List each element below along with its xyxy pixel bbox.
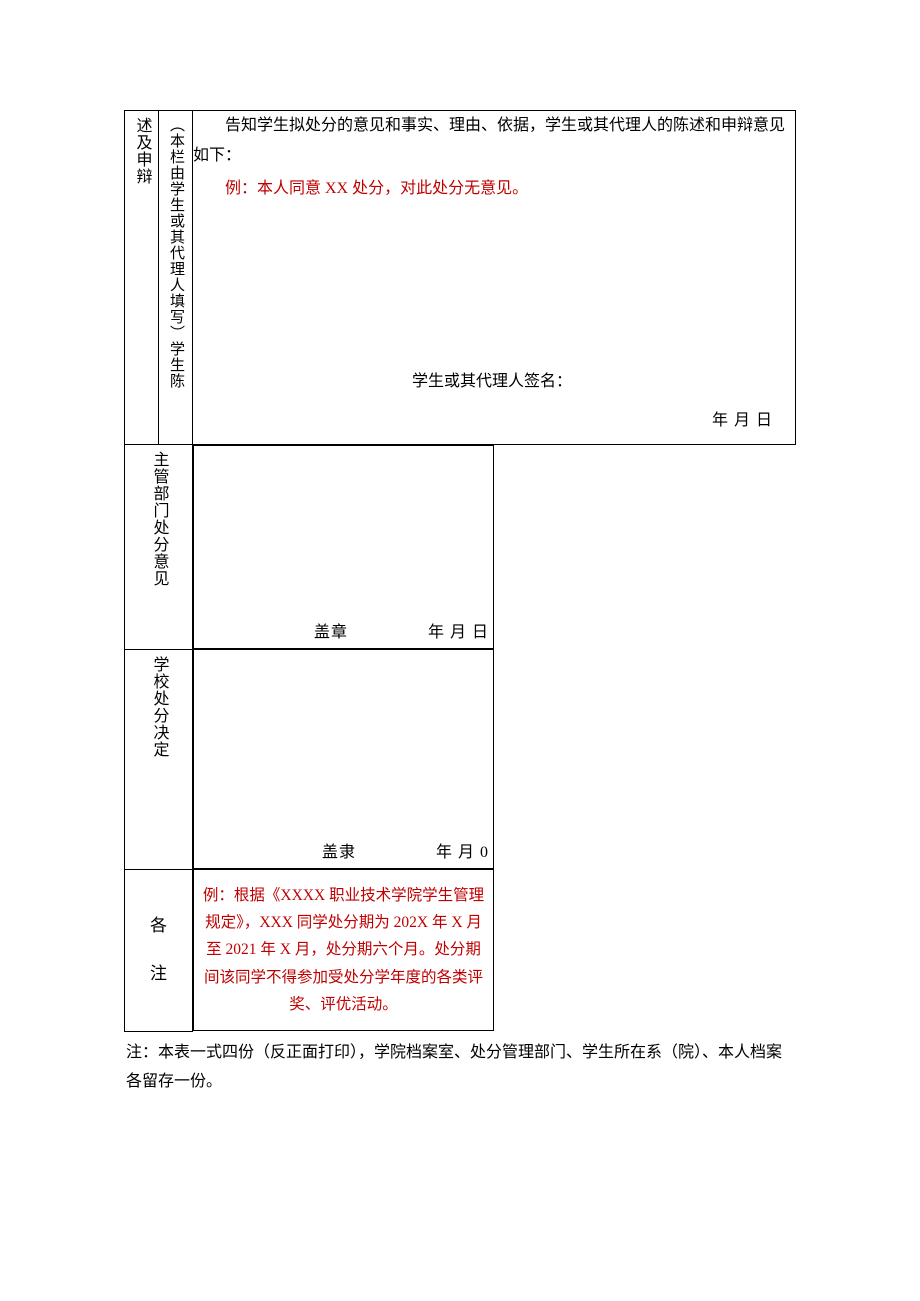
row4-label-char2: 注 bbox=[125, 950, 192, 998]
row2-stamp: 盖章 bbox=[314, 618, 348, 648]
row1-date: 年 月 日 bbox=[203, 406, 781, 436]
footnote-text: 注：本表一式四份（反正面打印），学院档案室、处分管理部门、学生所在系（院）、本人… bbox=[124, 1032, 796, 1097]
row3-vlabel-cell: 学校处分决定 bbox=[125, 649, 193, 869]
row4-example-text: 例：根据《XXXX 职业技术学院学生管理规定》，XXX 同学处分期为 202X … bbox=[194, 882, 493, 1018]
row1-vlabel-left-cell: 述及申辩 bbox=[125, 111, 159, 445]
row-dept-opinion: 主管部门处分意见 盖章 年 月 日 bbox=[125, 445, 796, 650]
row2-vlabel-cell: 主管部门处分意见 bbox=[125, 445, 193, 650]
form-table: 述及申辩 （本栏由学生或其代理人填写）学生陈 告知学生拟处分的意见和事实、理由、… bbox=[124, 110, 796, 1032]
row4-label-char1: 各 bbox=[125, 902, 192, 950]
row1-vlabel-right-cell: （本栏由学生或其代理人填写）学生陈 bbox=[159, 111, 193, 445]
row3-content: 盖隶 年 月 0 bbox=[193, 649, 494, 869]
row1-vlabel-left: 述及申辩 bbox=[134, 117, 150, 185]
page-root: 述及申辩 （本栏由学生或其代理人填写）学生陈 告知学生拟处分的意见和事实、理由、… bbox=[124, 110, 796, 1097]
row-student-statement: 述及申辩 （本栏由学生或其代理人填写）学生陈 告知学生拟处分的意见和事实、理由、… bbox=[125, 111, 796, 445]
row-school-decision: 学校处分决定 盖隶 年 月 0 bbox=[125, 649, 796, 869]
row2-content: 盖章 年 月 日 bbox=[193, 445, 494, 649]
row1-example-text: 例：本人同意 XX 处分，对此处分无意见。 bbox=[193, 174, 795, 204]
row3-date: 年 月 0 bbox=[436, 838, 489, 868]
row1-intro-text: 告知学生拟处分的意见和事实、理由、依据，学生或其代理人的陈述和申辩意见如下： bbox=[193, 111, 795, 170]
row-remarks: 各 注 例：根据《XXXX 职业技术学院学生管理规定》，XXX 同学处分期为 2… bbox=[125, 869, 796, 1031]
row4-label-cell: 各 注 bbox=[125, 869, 193, 1031]
row2-vlabel: 主管部门处分意见 bbox=[151, 451, 167, 587]
row3-vlabel: 学校处分决定 bbox=[151, 656, 167, 758]
row4-content: 例：根据《XXXX 职业技术学院学生管理规定》，XXX 同学处分期为 202X … bbox=[193, 869, 494, 1031]
row1-content: 告知学生拟处分的意见和事实、理由、依据，学生或其代理人的陈述和申辩意见如下： 例… bbox=[193, 111, 796, 445]
row1-signature-label: 学生或其代理人签名： bbox=[203, 367, 781, 397]
row2-date: 年 月 日 bbox=[428, 618, 489, 648]
row3-stamp: 盖隶 bbox=[322, 838, 356, 868]
row1-vlabel-right: （本栏由学生或其代理人填写）学生陈 bbox=[168, 117, 183, 389]
